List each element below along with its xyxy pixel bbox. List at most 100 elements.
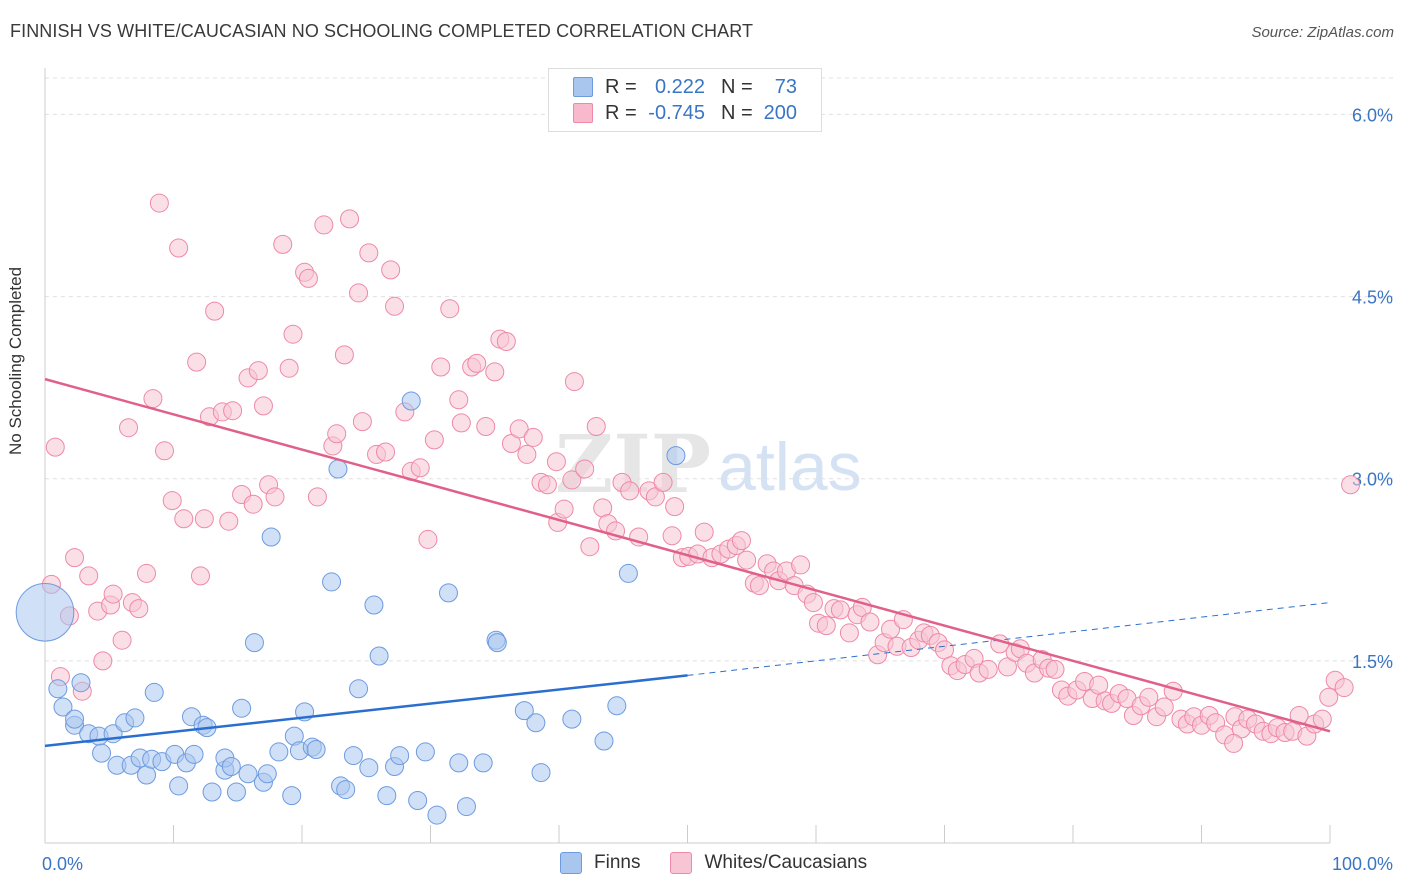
whites-point	[575, 459, 595, 479]
whites-point	[194, 509, 214, 529]
finns-point	[282, 786, 302, 806]
whites-point	[119, 418, 139, 438]
whites-point	[410, 458, 430, 478]
whites-point	[103, 584, 123, 604]
finns-point	[322, 572, 342, 592]
finns-point	[449, 753, 469, 773]
whites-point	[1139, 687, 1159, 707]
whites-point	[523, 427, 543, 447]
series-swatch-whites	[670, 852, 693, 874]
finns-point	[401, 391, 421, 411]
series-legend: Finns Whites/Caucasians	[560, 852, 897, 874]
finns-point	[514, 701, 534, 721]
finns-point	[607, 696, 627, 716]
finns-point	[415, 742, 435, 762]
whites-point	[791, 555, 811, 575]
whites-point	[586, 417, 606, 436]
finns-point	[306, 740, 326, 759]
finns-point	[261, 527, 281, 547]
whites-point	[830, 600, 850, 620]
whites-point	[1289, 706, 1309, 725]
whites-point	[273, 234, 293, 254]
whites-point	[190, 566, 210, 586]
finns-point	[226, 782, 246, 802]
whites-point	[149, 193, 169, 213]
finns-point	[666, 446, 686, 466]
series-label-whites: Whites/Caucasians	[704, 852, 868, 873]
finns-point	[328, 459, 348, 479]
whites-point	[79, 566, 99, 586]
whites-point	[187, 352, 207, 372]
whites-point	[298, 268, 318, 288]
whites-point	[314, 215, 334, 235]
whites-point	[978, 659, 998, 679]
finns-point	[244, 633, 264, 653]
finns-point	[377, 786, 397, 806]
legend-n-value: 73	[774, 75, 797, 98]
whites-point	[653, 472, 673, 492]
legend-swatch-whites	[573, 103, 593, 123]
whites-point	[737, 550, 757, 570]
finns-point	[137, 765, 157, 785]
whites-point	[219, 511, 239, 531]
whites-point	[143, 389, 163, 409]
whites-point	[665, 497, 685, 517]
whites-point	[839, 623, 859, 643]
whites-point	[449, 390, 469, 410]
finns-point	[427, 805, 447, 825]
whites-point	[137, 563, 157, 583]
finns-point	[169, 776, 189, 796]
whites-point	[385, 296, 405, 316]
whites-point	[223, 401, 243, 421]
whites-point	[997, 657, 1017, 677]
whites-point	[1224, 733, 1244, 753]
whites-point	[476, 417, 496, 436]
finns-point	[92, 743, 112, 763]
finns-point	[438, 583, 458, 603]
whites-point	[352, 412, 372, 432]
whites-point	[645, 487, 665, 507]
whites-point	[749, 576, 769, 596]
whites-point	[564, 372, 584, 392]
whites-point	[169, 238, 189, 258]
whites-point	[662, 526, 682, 546]
legend-row-finns: R = 0.222 N = 73	[573, 75, 797, 99]
legend-swatch-finns	[573, 77, 593, 97]
finns-point	[202, 782, 222, 802]
whites-point	[431, 357, 451, 377]
whites-point	[327, 424, 347, 444]
whites-point	[451, 413, 471, 433]
whites-point	[65, 548, 85, 568]
whites-point	[593, 498, 613, 518]
whites-point	[803, 593, 823, 613]
whites-point	[694, 522, 714, 542]
finns-point	[390, 746, 410, 766]
finns-point	[562, 709, 582, 729]
whites-point	[1334, 678, 1354, 698]
finns-trend-extension	[687, 602, 1331, 676]
series-legend-finns[interactable]: Finns	[560, 852, 640, 874]
finns-point	[65, 709, 85, 729]
whites-point	[93, 651, 113, 671]
whites-point	[334, 345, 354, 365]
whites-point	[440, 299, 460, 319]
finns-point	[232, 698, 252, 718]
series-legend-whites[interactable]: Whites/Caucasians	[670, 852, 867, 874]
finns-point	[269, 742, 289, 762]
whites-point	[860, 612, 880, 632]
finns-point	[15, 582, 75, 642]
finns-trend-line	[44, 674, 688, 748]
whites-point	[509, 419, 529, 439]
y-tick-label: 1.5%	[1352, 652, 1393, 672]
whites-point	[243, 494, 263, 514]
whites-point	[496, 332, 516, 351]
whites-trend-line	[44, 377, 1331, 733]
whites-point	[1319, 687, 1339, 707]
series-swatch-finns	[560, 852, 582, 874]
whites-point	[546, 452, 566, 472]
whites-point	[205, 301, 225, 321]
chart-source: Source: ZipAtlas.com	[1251, 24, 1394, 41]
whites-point	[424, 430, 444, 450]
legend-r-label: R =	[605, 75, 637, 98]
finns-point	[238, 764, 258, 784]
